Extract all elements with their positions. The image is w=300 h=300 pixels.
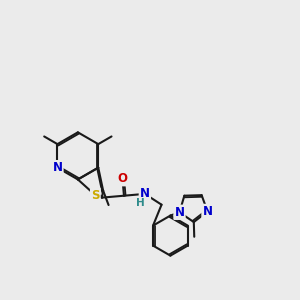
Text: H: H — [136, 198, 145, 208]
Text: O: O — [118, 172, 128, 185]
Text: N: N — [202, 205, 212, 218]
Text: N: N — [140, 188, 150, 200]
Text: N: N — [52, 161, 62, 174]
Text: S: S — [91, 189, 100, 202]
Text: N: N — [175, 206, 184, 219]
